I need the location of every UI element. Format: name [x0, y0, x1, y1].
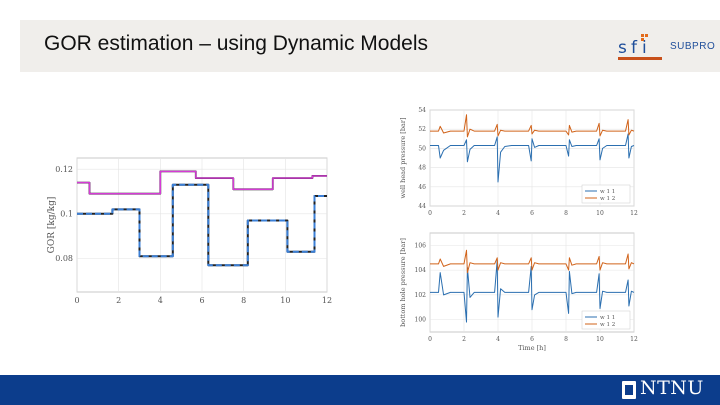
y-tick-label: 104	[415, 267, 427, 274]
y-tick-label: 0.1	[60, 210, 73, 219]
x-tick-label: 10	[280, 296, 290, 305]
legend-label: w 1 2	[600, 196, 615, 202]
y-tick-label: 46	[418, 184, 426, 191]
y-axis-label: well head pressure [bar]	[399, 118, 407, 199]
x-tick-label: 0	[428, 336, 432, 343]
y-tick-label: 52	[418, 126, 426, 133]
x-tick-label: 6	[530, 336, 534, 343]
x-tick-label: 2	[116, 296, 121, 305]
y-tick-label: 106	[415, 242, 427, 249]
x-tick-label: 6	[199, 296, 204, 305]
y-tick-label: 48	[418, 165, 426, 172]
ntnu-logo-icon	[622, 381, 636, 399]
y-tick-label: 102	[415, 292, 427, 299]
x-tick-label: 8	[564, 210, 568, 217]
slide-header: GOR estimation – using Dynamic Models s …	[20, 20, 720, 72]
y-tick-label: 50	[418, 145, 426, 152]
x-tick-label: 0	[74, 296, 79, 305]
subpro-wordmark: SUBPRO	[670, 41, 716, 52]
bottom-hole-pressure-chart-svg: 0 2 4 6 8 10 12 100 102 104 106 bottom hole pressur…	[399, 232, 638, 352]
series-line-2	[77, 170, 327, 195]
bottom-hole-pressure-chart: 0 2 4 6 8 10 12 100 102 104 106 bottom hole pressur…	[396, 229, 642, 360]
y-tick-label: 0.08	[55, 254, 73, 263]
y-tick-label: 100	[415, 317, 427, 324]
gor-chart-svg: 0 2 4 6 8 10 12 0.08 0.1 0.12 GOR [kg/kg]	[47, 157, 332, 305]
ntnu-wordmark: NTNU	[640, 377, 704, 399]
x-tick-label: 8	[241, 296, 246, 305]
y-axis-label: GOR [kg/kg]	[47, 197, 57, 254]
x-tick-label: 12	[630, 336, 638, 343]
x-tick-label: 4	[496, 210, 500, 217]
series-line-1	[430, 259, 635, 323]
well-head-pressure-chart: 0 2 4 6 8 10 12 44 46 48 50 52 54 well head pressure …	[396, 106, 642, 222]
x-tick-label: 2	[462, 336, 466, 343]
svg-text:f: f	[631, 38, 638, 58]
x-tick-label: 4	[496, 336, 500, 343]
y-tick-label: 44	[418, 203, 426, 210]
x-tick-label: 8	[564, 336, 568, 343]
x-tick-label: 10	[596, 210, 604, 217]
x-tick-label: 12	[322, 296, 332, 305]
y-tick-label: 54	[418, 107, 426, 114]
x-tick-label: 12	[630, 210, 638, 217]
series-line-2	[430, 249, 635, 274]
sfi-logo-mark: s f i	[618, 34, 662, 60]
y-axis-label: bottom hole pressure [bar]	[399, 238, 407, 327]
x-tick-label: 4	[158, 296, 163, 305]
slide-footer: NTNU	[0, 375, 720, 405]
x-tick-label: 6	[530, 210, 534, 217]
gor-chart: 0 2 4 6 8 10 12 0.08 0.1 0.12 GOR [kg/kg]	[45, 150, 335, 310]
series-line-1	[430, 133, 635, 183]
legend-label: w 1 1	[600, 189, 615, 195]
series-line-2	[430, 114, 635, 138]
x-tick-label: 2	[462, 210, 466, 217]
slide-title: GOR estimation – using Dynamic Models	[44, 32, 428, 55]
legend-label: w 1 1	[600, 315, 615, 321]
y-tick-label: 0.12	[55, 165, 73, 174]
x-tick-label: 10	[596, 336, 604, 343]
svg-text:i: i	[642, 38, 647, 58]
svg-text:s: s	[618, 38, 627, 58]
series-line-3	[77, 183, 327, 267]
x-axis-label: Time [h]	[518, 344, 546, 352]
sfi-subpro-logo: s f i SUBPRO	[616, 32, 716, 66]
legend-label: w 1 2	[600, 322, 615, 328]
x-tick-label: 0	[428, 210, 432, 217]
